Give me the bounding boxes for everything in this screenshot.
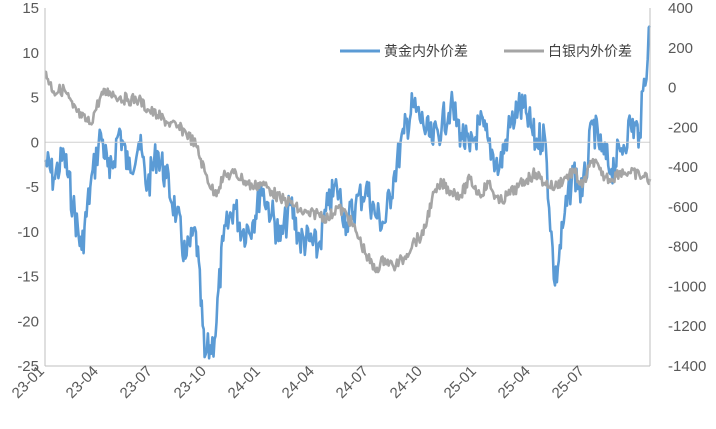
legend: 黄金内外价差 白银内外价差 bbox=[340, 43, 632, 60]
left-tick-label: 10 bbox=[22, 45, 39, 62]
x-tick-label: 25-04 bbox=[495, 363, 534, 402]
right-tick-label: 400 bbox=[668, 0, 693, 17]
x-tick-label: 23-10 bbox=[171, 363, 210, 402]
x-tick-label: 24-01 bbox=[225, 363, 264, 402]
series-line-2 bbox=[44, 70, 652, 274]
left-tick-label: 15 bbox=[22, 0, 39, 17]
left-tick-label: 5 bbox=[31, 90, 39, 107]
series-layer bbox=[43, 25, 652, 360]
right-tick-label: -800 bbox=[668, 239, 698, 256]
left-tick-label: -5 bbox=[26, 179, 39, 196]
x-tick-label: 25-01 bbox=[441, 363, 480, 402]
axes-layer bbox=[44, 8, 651, 367]
right-tick-label: -400 bbox=[668, 159, 698, 176]
right-tick-label: -1200 bbox=[668, 318, 706, 335]
right-tick-label: -600 bbox=[668, 199, 698, 216]
right-tick-label: -1400 bbox=[668, 358, 706, 375]
left-tick-label: -15 bbox=[17, 269, 39, 286]
x-tick-label: 23-07 bbox=[117, 363, 156, 402]
right-tick-label: -1000 bbox=[668, 278, 706, 295]
left-tick-label: 0 bbox=[31, 134, 39, 151]
right-axis-ticks: 400 200 0 -200 -400 -600 -800 -1000 -1200 -1400 bbox=[668, 0, 706, 375]
x-tick-label: 24-10 bbox=[387, 363, 426, 402]
legend-label-2: 白银内外价差 bbox=[548, 44, 632, 60]
left-tick-label: -10 bbox=[17, 224, 39, 241]
legend-label-1: 黄金内外价差 bbox=[384, 43, 468, 60]
right-tick-label: -200 bbox=[668, 119, 698, 136]
right-tick-label: 200 bbox=[668, 40, 693, 57]
left-axis-ticks: 15 10 5 0 -5 -10 -15 -20 -25 bbox=[17, 0, 39, 375]
right-tick-label: 0 bbox=[668, 80, 676, 97]
series-line-1 bbox=[43, 25, 652, 360]
left-tick-label: -25 bbox=[17, 358, 39, 375]
left-tick-label: -20 bbox=[17, 313, 39, 330]
x-tick-label: 24-04 bbox=[279, 363, 318, 402]
x-axis-ticks: 23-01 23-04 23-07 23-10 24-01 24-04 24-07 24-10… bbox=[9, 363, 588, 402]
x-tick-label: 23-04 bbox=[63, 363, 102, 402]
x-tick-label: 24-07 bbox=[333, 363, 372, 402]
x-tick-label: 25-07 bbox=[549, 363, 588, 402]
